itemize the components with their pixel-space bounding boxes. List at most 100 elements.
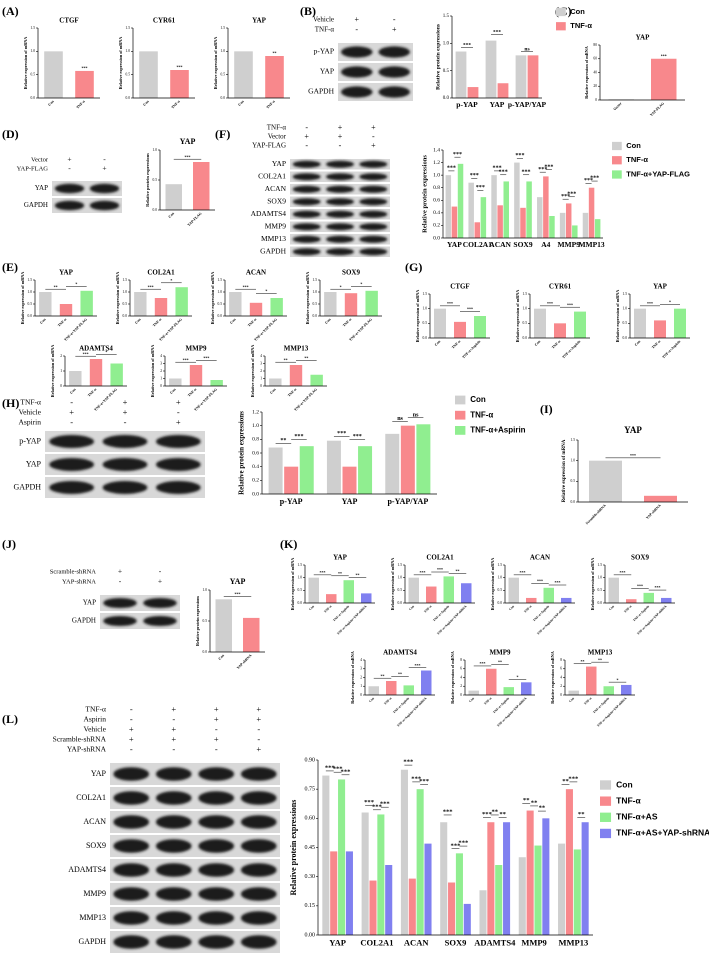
bar bbox=[365, 290, 378, 316]
condition-sign: - bbox=[68, 164, 71, 173]
y-axis-label: Relative expression of mRNA bbox=[118, 37, 123, 90]
condition-sign: - bbox=[393, 15, 396, 24]
y-tick-label: 60 bbox=[593, 57, 597, 61]
condition-sign: + bbox=[354, 15, 359, 24]
condition-sign: - bbox=[130, 744, 133, 754]
bar bbox=[369, 880, 377, 935]
blot-band bbox=[102, 458, 148, 471]
x-tick-label: p-YAP/YAP bbox=[387, 497, 428, 506]
significance-mark: ** bbox=[581, 659, 585, 664]
condition-sign: - bbox=[124, 417, 127, 427]
y-axis-label: Relative protein expressions bbox=[195, 596, 200, 646]
significance-mark: *** bbox=[520, 570, 526, 575]
blot-row-label: MMP9 bbox=[265, 221, 287, 230]
significance-mark: *** bbox=[499, 169, 508, 175]
x-tick-label: TNF-α bbox=[323, 604, 333, 614]
condition-label: Vehicle bbox=[313, 16, 334, 24]
blot-band bbox=[240, 767, 277, 781]
x-tick-label: Con bbox=[229, 317, 236, 324]
bar bbox=[75, 70, 94, 98]
significance-mark: *** bbox=[568, 775, 579, 782]
bar bbox=[175, 287, 188, 316]
y-tick-label: 1.5 bbox=[298, 563, 303, 567]
blot-band bbox=[155, 839, 192, 853]
panel-label: (K) bbox=[280, 537, 297, 551]
x-tick-label: COL2A1 bbox=[463, 240, 492, 249]
significance-mark: ** bbox=[598, 657, 602, 662]
bar bbox=[451, 206, 458, 238]
condition-label: YAP-shRNA bbox=[62, 578, 96, 585]
blot-band bbox=[378, 86, 410, 98]
blot-band bbox=[292, 173, 321, 181]
bar bbox=[503, 687, 514, 695]
y-tick-label: 0 bbox=[460, 693, 462, 697]
x-tick-label: Con bbox=[39, 317, 46, 324]
bar bbox=[408, 577, 419, 603]
y-tick-label: 1.0 bbox=[623, 306, 628, 310]
blot-band bbox=[240, 815, 277, 829]
significance-mark: *** bbox=[325, 764, 336, 771]
bar bbox=[661, 597, 672, 603]
y-axis-label: Relative expression of mRNA bbox=[150, 345, 155, 398]
condition-sign: + bbox=[129, 734, 134, 744]
condition-label: Scramble-shRNA bbox=[53, 735, 107, 744]
y-tick-label: 0.5 bbox=[623, 321, 628, 325]
bar bbox=[503, 181, 509, 238]
bar bbox=[603, 686, 614, 695]
y-tick-label: 1.2 bbox=[252, 409, 259, 415]
bar bbox=[479, 890, 487, 935]
y-tick-label: 0.0 bbox=[221, 96, 226, 100]
condition-sign: - bbox=[215, 724, 218, 734]
blot-band bbox=[292, 248, 321, 256]
significance-mark: *** bbox=[447, 166, 456, 172]
significance-mark: *** bbox=[463, 42, 472, 48]
legend-label: Con bbox=[470, 395, 486, 404]
blot-band bbox=[326, 198, 354, 206]
bar bbox=[268, 447, 283, 494]
significance-mark: *** bbox=[590, 176, 599, 182]
legend-swatch bbox=[612, 156, 622, 165]
blot-band bbox=[198, 767, 235, 781]
blot-row-label: p-YAP bbox=[314, 47, 334, 56]
x-tick-label: TNF-α bbox=[651, 339, 661, 349]
bar bbox=[455, 853, 463, 935]
panel-label: (G) bbox=[405, 260, 422, 274]
blot-band bbox=[49, 458, 95, 471]
significance-mark: *** bbox=[476, 185, 485, 191]
x-tick-label: TNF-α bbox=[523, 604, 533, 614]
blot-band bbox=[113, 863, 150, 877]
y-tick-label: 0.0 bbox=[203, 650, 208, 654]
bar bbox=[589, 460, 622, 502]
bar bbox=[403, 685, 414, 695]
condition-sign: - bbox=[130, 704, 133, 714]
y-tick-label: 1.5 bbox=[443, 14, 450, 19]
panel-label: (J) bbox=[2, 537, 16, 551]
significance-mark: *** bbox=[458, 840, 469, 847]
x-tick-label: MMP9 bbox=[521, 937, 547, 947]
significance-mark: *** bbox=[537, 579, 543, 584]
blot-strip bbox=[110, 859, 280, 881]
bar bbox=[549, 216, 555, 238]
chart-title: ADAMTS4 bbox=[79, 345, 113, 353]
blot-strip bbox=[110, 931, 280, 953]
x-tick-label: TNF-α bbox=[76, 99, 86, 109]
y-axis-label: Relative protein expressions bbox=[289, 800, 298, 896]
blot-band bbox=[155, 435, 201, 448]
bar bbox=[573, 849, 581, 935]
legend-swatch bbox=[612, 170, 622, 179]
y-tick-label: 0 bbox=[560, 693, 562, 697]
y-tick-label: 0.5 bbox=[398, 588, 403, 592]
condition-sign: - bbox=[172, 744, 175, 754]
y-axis-label: Relative protein expressions bbox=[238, 411, 246, 495]
y-axis-label: Relative expression of mRNA bbox=[550, 651, 555, 704]
significance-mark: *** bbox=[451, 842, 462, 849]
condition-sign: + bbox=[171, 734, 176, 744]
y-tick-label: 0 bbox=[595, 98, 597, 102]
significance-mark: ** bbox=[539, 805, 546, 812]
y-tick-label: 1.5 bbox=[28, 278, 33, 282]
y-tick-label: 1.0 bbox=[221, 49, 226, 53]
significance-mark: *** bbox=[372, 803, 383, 810]
bar bbox=[594, 219, 601, 238]
significance-mark: * bbox=[340, 284, 342, 289]
bar bbox=[89, 359, 103, 386]
